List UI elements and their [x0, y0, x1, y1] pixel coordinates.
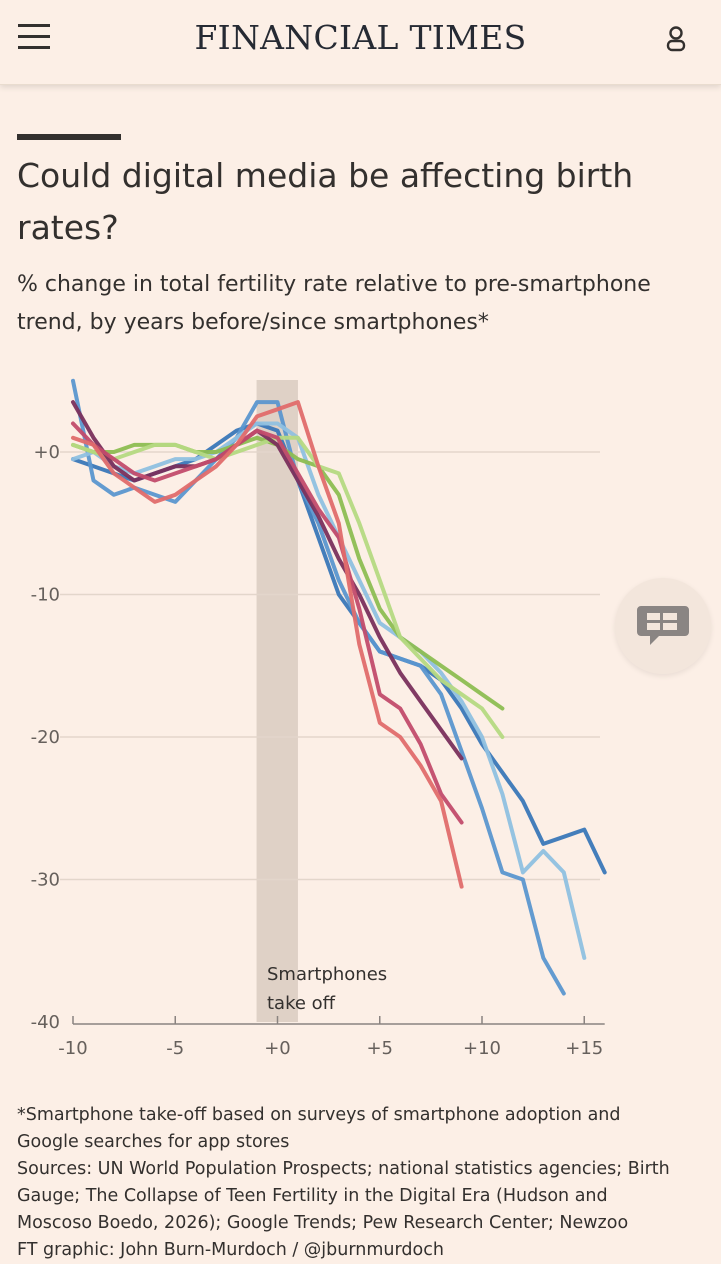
chart-footnotes: *Smartphone take-off based on surveys of… — [17, 1102, 707, 1264]
y-tick-label: -20 — [31, 727, 60, 748]
grid-lines — [60, 451, 600, 881]
fertility-line-chart: +0 -10 -20 -30 -40 -10 -5 +0 +5 +10 +15 Smartphon… — [31, 378, 607, 1059]
series-line-3 — [71, 421, 587, 960]
footnote-line: Google searches for app stores — [17, 1132, 290, 1152]
y-tick-label: -30 — [31, 870, 60, 891]
top-navigation-bar: FINANCIAL TIMES — [0, 0, 721, 85]
smartphone-takeoff-band — [256, 380, 298, 1022]
graphic-credit: FT graphic: John Burn-Murdoch / @jburnmu… — [17, 1240, 444, 1260]
masthead-logo[interactable]: FINANCIAL TIMES — [194, 18, 527, 57]
x-tick-label: +15 — [565, 1038, 603, 1059]
series-line-1 — [71, 421, 607, 875]
title-rule — [17, 134, 121, 140]
x-axis: -10 -5 +0 +5 +10 +15 — [58, 1016, 605, 1059]
y-tick-label: -10 — [31, 585, 60, 606]
footnote-line: *Smartphone take-off based on surveys of… — [17, 1105, 621, 1125]
sources-line: Gauge; The Collapse of Teen Fertility in… — [17, 1186, 608, 1206]
x-tick-label: +10 — [463, 1038, 501, 1059]
y-tick-label: +0 — [33, 442, 60, 463]
menu-button[interactable] — [18, 24, 50, 54]
series-line-2 — [71, 378, 566, 996]
sources-line: Moscoso Boedo, 2026); Google Trends; Pew… — [17, 1213, 629, 1233]
series-line-5 — [71, 435, 505, 739]
series-line-8 — [71, 400, 464, 889]
x-tick-label: -5 — [166, 1038, 184, 1059]
chart-subtitle: % change in total fertility rate relativ… — [17, 272, 651, 335]
user-account-button[interactable] — [662, 24, 690, 54]
comments-button[interactable] — [615, 578, 711, 674]
annotation-line-1: Smartphones — [267, 964, 387, 985]
x-tick-label: +0 — [264, 1038, 291, 1059]
x-tick-label: +5 — [366, 1038, 393, 1059]
y-axis-ticks: +0 -10 -20 -30 -40 — [31, 442, 60, 1033]
comment-icon — [637, 606, 689, 645]
series-line-6 — [71, 400, 464, 761]
sources-line: Sources: UN World Population Prospects; … — [17, 1159, 670, 1179]
annotation-line-2: take off — [267, 993, 336, 1014]
hamburger-icon — [18, 24, 50, 27]
x-tick-label: -10 — [58, 1038, 87, 1059]
article-title: Could digital media be affecting birth r… — [17, 156, 634, 247]
user-icon — [666, 26, 686, 52]
series-line-7 — [71, 421, 464, 825]
y-tick-label: -40 — [31, 1012, 60, 1033]
series-lines — [71, 378, 607, 996]
